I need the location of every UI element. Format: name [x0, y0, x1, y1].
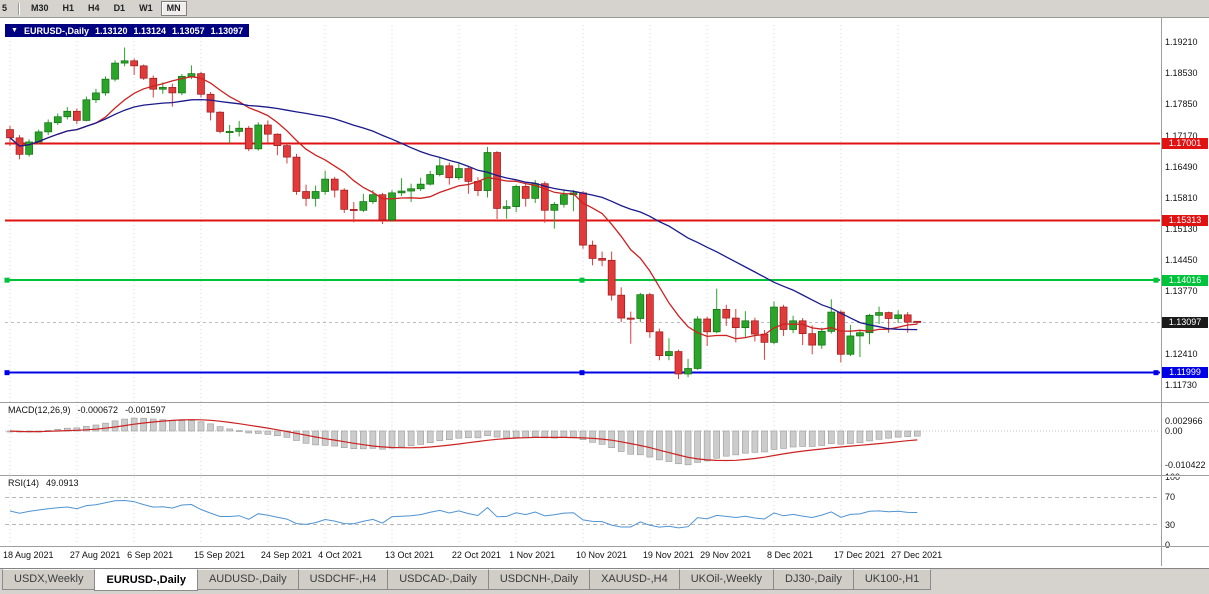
macd-panel-header: MACD(12,26,9) -0.000672 -0.001597 — [8, 405, 166, 415]
price-axis-tick: 1.15130 — [1165, 224, 1198, 235]
timeframe-toolbar: 5 M30 H1 H4 D1 W1 MN — [0, 0, 1209, 18]
date-axis-label: 6 Sep 2021 — [127, 550, 174, 560]
price-axis-tick: 1.17170 — [1165, 130, 1198, 141]
date-axis-label: 29 Nov 2021 — [700, 550, 752, 560]
timeframe-button-5[interactable]: 5 — [2, 3, 8, 13]
rsi-axis-tick: 0 — [1165, 540, 1171, 550]
price-axis-tick: 1.16490 — [1165, 161, 1198, 172]
tab-XAUUSD-H4[interactable]: XAUUSD-,H4 — [589, 569, 680, 590]
macd-axis-tick: 0.002966 — [1165, 416, 1203, 427]
timeframe-button-W1[interactable]: W1 — [139, 3, 153, 13]
timeframe-button-M30[interactable]: M30 — [31, 3, 49, 13]
price-axis-tick: 1.19210 — [1165, 36, 1198, 47]
date-axis-label: 1 Nov 2021 — [509, 550, 556, 560]
date-axis-label: 22 Oct 2021 — [451, 550, 501, 560]
macd-rsi-separator-highlight — [0, 476, 1209, 477]
price-axis-tick: 1.15810 — [1165, 192, 1198, 203]
tab-AUDUSD-Daily[interactable]: AUDUSD-,Daily — [196, 569, 299, 590]
ohlc-close: 1.13097 — [210, 25, 244, 36]
macd-value-signal: -0.001597 — [125, 405, 166, 415]
timeframe-button-MN[interactable]: MN — [160, 1, 187, 16]
rsi-axis-tick: 30 — [1165, 519, 1176, 530]
date-axis-label: 4 Oct 2021 — [318, 550, 363, 560]
macd-title: MACD(12,26,9) — [8, 405, 71, 415]
tab-UK100-H1[interactable]: UK100-,H1 — [852, 569, 932, 590]
rsi-title: RSI(14) — [8, 478, 40, 488]
timeframe-button-H4[interactable]: H4 — [88, 3, 100, 13]
price-level-badge: 1.15313 — [1162, 215, 1208, 227]
price-axis-separator — [1161, 18, 1162, 566]
date-axis-label: 27 Aug 2021 — [69, 550, 121, 560]
price-axis-tick: 1.18530 — [1165, 68, 1198, 79]
rsi-value: 49.0913 — [46, 478, 79, 488]
timeframe-button-H1[interactable]: H1 — [62, 3, 75, 13]
main-macd-separator[interactable] — [0, 402, 1209, 403]
price-axis-tick: 1.11730 — [1165, 380, 1197, 390]
macd-value-main: -0.000672 — [77, 405, 119, 415]
chart-tab-bar: USDX,Weekly EURUSD-,Daily AUDUSD-,Daily USD… — [0, 568, 1209, 594]
date-axis-label: 15 Sep 2021 — [194, 550, 246, 560]
date-axis-label: 10 Nov 2021 — [576, 550, 628, 560]
ohlc-open: 1.13120 — [94, 25, 128, 36]
price-level-badge: 1.11999 — [1162, 367, 1208, 379]
date-axis-label: 8 Dec 2021 — [767, 550, 814, 560]
price-axis-tick: 1.14450 — [1165, 255, 1198, 266]
rsi-axis-tick: 70 — [1165, 492, 1176, 503]
tab-DJ30-Daily[interactable]: DJ30-,Daily — [773, 569, 854, 590]
chart-title-bar[interactable]: ▼ EURUSD-,Daily 1.13120 1.13124 1.13057 … — [5, 24, 250, 37]
macd-axis-tick: -0.010422 — [1165, 459, 1206, 470]
tab-USDCAD-Daily[interactable]: USDCAD-,Daily — [387, 569, 489, 590]
date-axis-label: 27 Dec 2021 — [891, 550, 943, 560]
tab-USDCHF-H4[interactable]: USDCHF-,H4 — [297, 569, 389, 590]
tab-EURUSD-Daily[interactable]: EURUSD-,Daily — [94, 569, 198, 591]
date-axis-label: 24 Sep 2021 — [260, 550, 312, 560]
macd-rsi-separator[interactable] — [0, 475, 1209, 476]
timeframe-button-D1[interactable]: D1 — [113, 3, 126, 13]
price-axis-tick: 1.17850 — [1165, 99, 1198, 110]
date-axis-label: 17 Dec 2021 — [833, 550, 885, 560]
chevron-down-icon: ▼ — [11, 27, 18, 34]
chart-symbol-label: EURUSD-,Daily — [23, 25, 89, 36]
rsi-panel-header: RSI(14) 49.0913 — [8, 478, 79, 488]
tab-UKOil-Weekly[interactable]: UKOil-,Weekly — [678, 569, 774, 590]
price-axis-tick: 1.12410 — [1165, 348, 1198, 359]
toolbar-divider — [18, 2, 21, 15]
date-axis-label: 18 Aug 2021 — [3, 550, 54, 560]
rsi-axis-tick: 100 — [1165, 472, 1181, 482]
main-macd-separator-highlight — [0, 403, 1209, 404]
tab-USDX-Weekly[interactable]: USDX,Weekly — [2, 569, 96, 590]
price-axis-tick: 1.13770 — [1165, 286, 1198, 297]
tab-USDCNH-Daily[interactable]: USDCNH-,Daily — [487, 569, 591, 590]
macd-axis-tick: 0.00 — [1165, 426, 1183, 436]
current-price-badge: 1.13097 — [1162, 316, 1208, 328]
price-level-badge: 1.17001 — [1162, 137, 1208, 149]
date-axis-label: 13 Oct 2021 — [385, 550, 435, 560]
ohlc-high: 1.13124 — [133, 25, 167, 36]
rsi-dateaxis-separator — [0, 546, 1209, 547]
ohlc-low: 1.13057 — [172, 25, 205, 36]
price-level-badge: 1.14016 — [1162, 274, 1208, 286]
date-axis-label: 19 Nov 2021 — [642, 550, 694, 560]
